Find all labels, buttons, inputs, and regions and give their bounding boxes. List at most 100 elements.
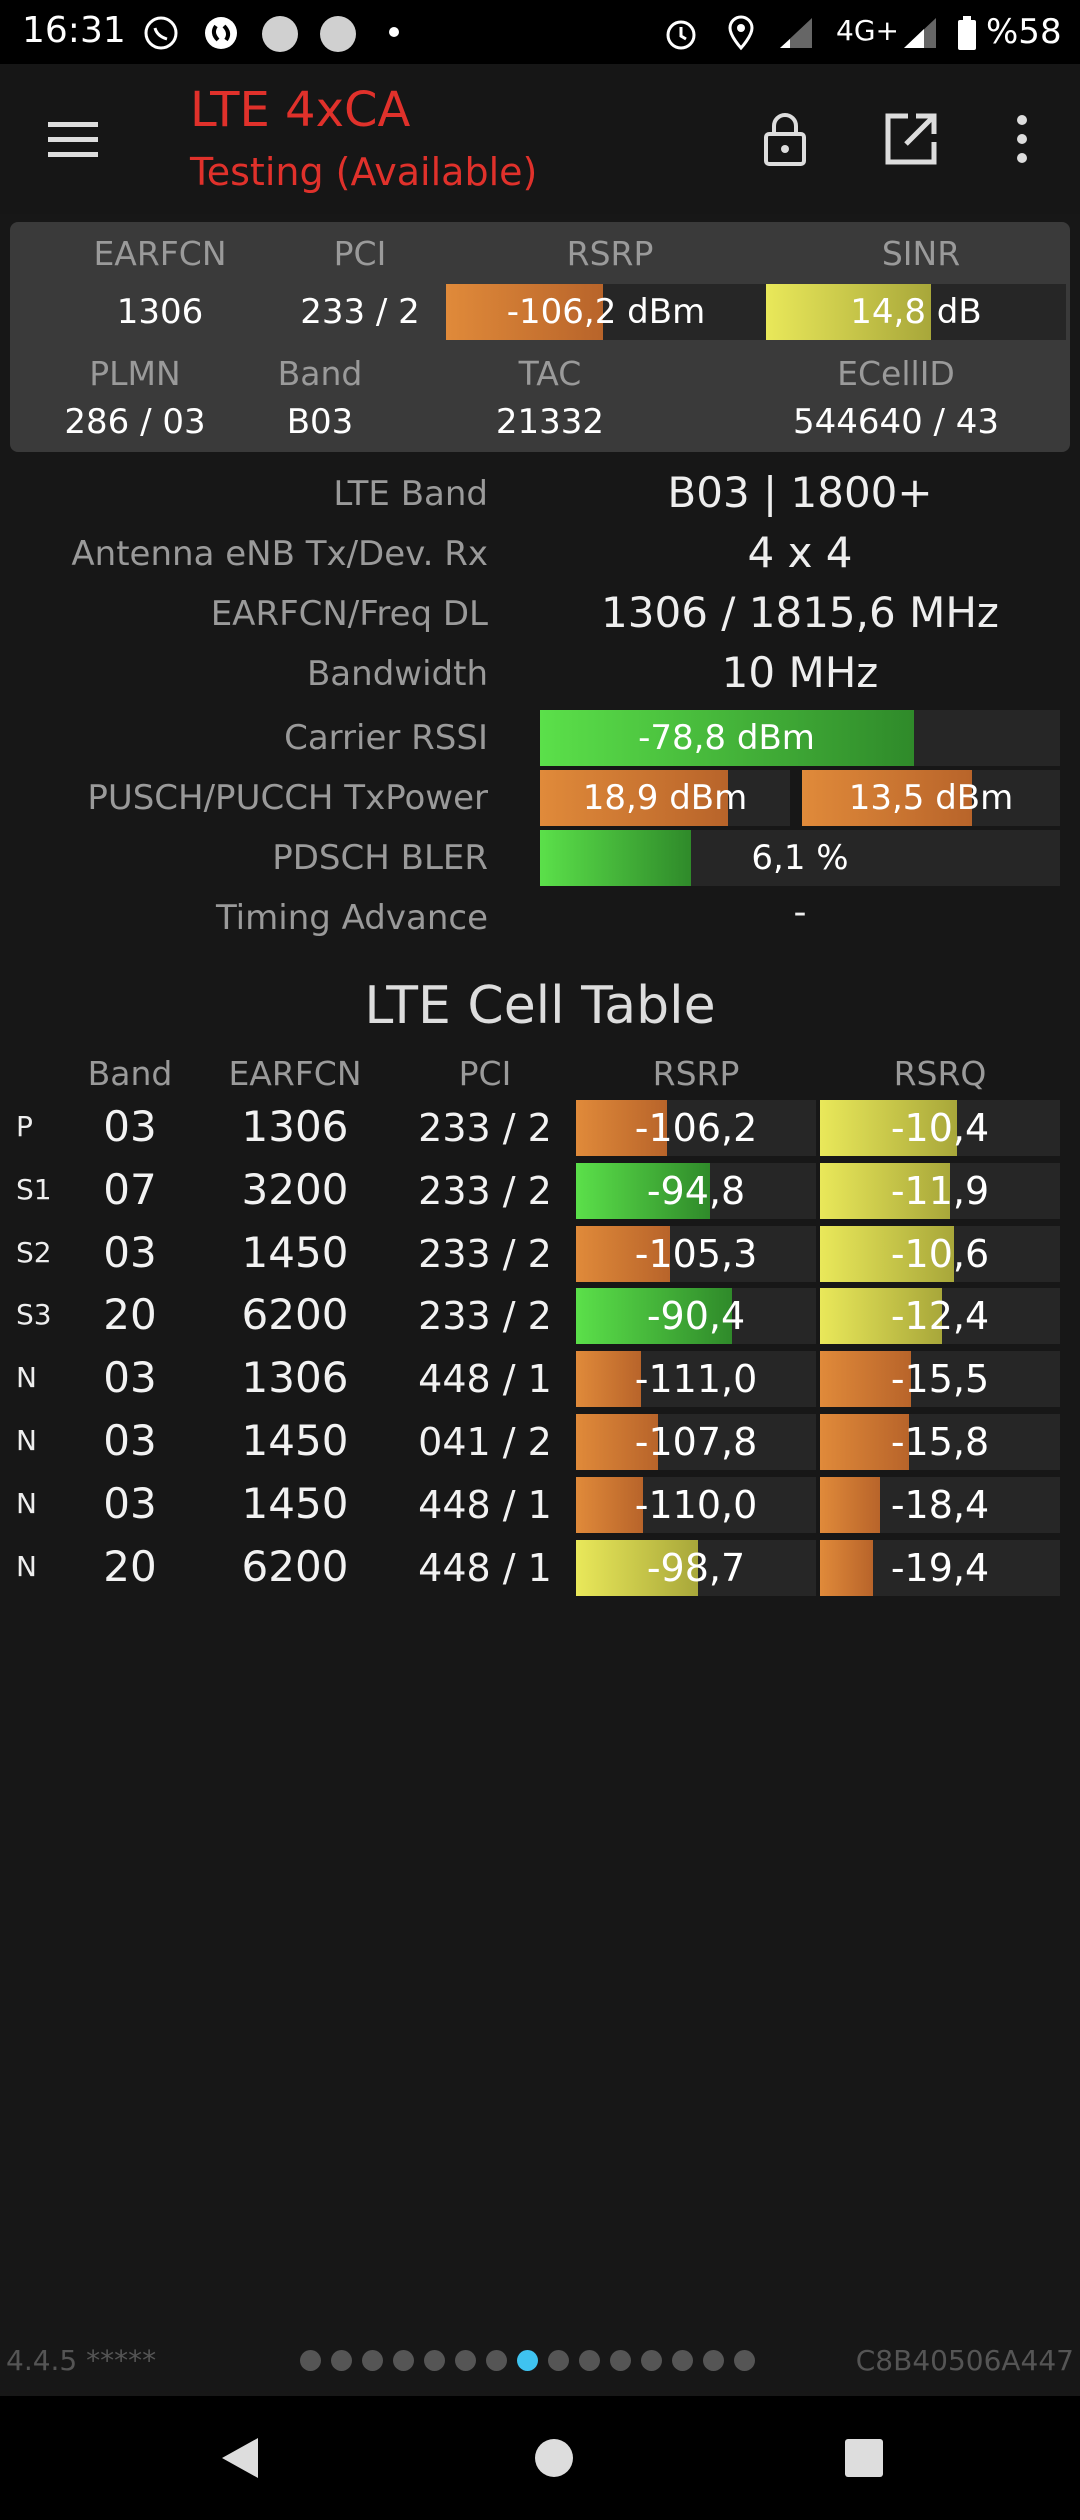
page-dot[interactable] <box>672 2350 693 2371</box>
page-dot[interactable] <box>455 2350 476 2371</box>
table-row: S1 07 3200 233 / 2 -94,8 -11,9 <box>0 1162 1080 1221</box>
rsrp-bar-track: -111,0 <box>576 1351 816 1408</box>
page-dot[interactable] <box>579 2350 600 2371</box>
pucch-bar-fill <box>802 770 973 826</box>
row-pci: 233 / 2 <box>418 1231 552 1276</box>
row-band: 03 <box>103 1353 157 1403</box>
earfcn-freq-label: EARFCN/Freq DL <box>210 594 488 634</box>
row-band: 03 <box>103 1416 157 1465</box>
row-earfcn: 1450 <box>241 1478 349 1528</box>
rsrp-bar-track: -98,7 <box>576 1539 816 1596</box>
lte-band-value: B03 | 1800+ <box>667 468 933 517</box>
rsrq-bar-fill <box>820 1288 943 1345</box>
signal-icon <box>780 18 812 48</box>
more-vert-icon[interactable] <box>1000 108 1044 170</box>
rsrp-bar: -107,8 <box>576 1414 1060 1470</box>
rsrp-value: -98,7 <box>646 1545 746 1590</box>
rsrq-bar: -15,8 <box>820 1414 1060 1470</box>
bler-bar: 6,1 % <box>540 830 1060 886</box>
rsrp-bar-fill <box>576 1100 668 1156</box>
table-row: N 03 1450 041 / 2 -107,8 -15,8 <box>0 1414 1080 1472</box>
row-pci: 233 / 2 <box>418 1168 552 1213</box>
page-dot[interactable] <box>300 2350 321 2371</box>
earfcn-value: 1306 <box>116 292 204 332</box>
rsrp-bar: -106,2 dBm <box>446 284 766 340</box>
page-dot-active[interactable] <box>517 2350 538 2371</box>
page-indicator[interactable] <box>300 2350 755 2371</box>
rsrq-value: -10,4 <box>890 1106 990 1150</box>
rsrp-bar-track: -90,4 <box>576 1288 816 1345</box>
rsrq-bar-fill <box>820 1100 957 1156</box>
rsrq-value: -18,4 <box>890 1482 990 1527</box>
rsrp-bar-fill <box>576 1539 699 1596</box>
page-dot[interactable] <box>703 2350 724 2371</box>
table-row: N 03 1450 448 / 1 -110,0 -18,4 <box>0 1476 1080 1535</box>
page-dot[interactable] <box>362 2350 383 2371</box>
page-dot[interactable] <box>393 2350 414 2371</box>
pusch-bar: 18,9 dBm <box>540 770 790 826</box>
cell-table-title: LTE Cell Table <box>364 976 716 1036</box>
row-band: 20 <box>103 1290 157 1340</box>
table-row: S2 03 1450 233 / 2 -105,3 -10,6 <box>0 1225 1080 1284</box>
plmn-label: PLMN <box>89 354 181 393</box>
col-rsrp-header: RSRP <box>652 1054 740 1093</box>
rsrq-bar-fill <box>820 1351 912 1408</box>
open-external-icon[interactable] <box>880 108 942 170</box>
battery-percent: %58 <box>986 12 1062 52</box>
device-id: C8B40506A447 <box>855 2344 1074 2377</box>
lte-band-label: LTE Band <box>333 474 488 514</box>
back-icon[interactable] <box>214 2432 266 2484</box>
app-subtitle: Testing (Available) <box>190 150 538 194</box>
navigation-bar <box>0 2396 1080 2520</box>
page-dot[interactable] <box>331 2350 352 2371</box>
menu-icon[interactable] <box>46 112 100 166</box>
row-type: P <box>16 1110 33 1143</box>
col-band-header: Band <box>87 1054 173 1093</box>
rsrq-value: -19,4 <box>890 1545 990 1590</box>
tac-value: 21332 <box>495 402 605 442</box>
antenna-label: Antenna eNB Tx/Dev. Rx <box>71 534 488 574</box>
table-row: N 03 1306 448 / 1 -111,0 -15,5 <box>0 1351 1080 1409</box>
earfcn-label: EARFCN <box>93 234 227 273</box>
circle-icon <box>262 16 298 52</box>
rsrq-bar-fill <box>820 1476 880 1533</box>
bandwidth-label: Bandwidth <box>306 654 488 694</box>
page-dot[interactable] <box>734 2350 755 2371</box>
rsrp-value: -106,2 dBm <box>506 292 706 332</box>
rsrp-bar: -90,4 <box>576 1288 1060 1345</box>
page-dot[interactable] <box>548 2350 569 2371</box>
rsrq-bar: -10,6 <box>820 1225 1060 1282</box>
txpower-label: PUSCH/PUCCH TxPower <box>87 778 488 818</box>
row-pci: 448 / 1 <box>418 1357 552 1402</box>
rsrp-bar: -110,0 <box>576 1476 1060 1533</box>
rsrp-bar-fill <box>576 1476 644 1533</box>
page-dot[interactable] <box>424 2350 445 2371</box>
page-dot[interactable] <box>486 2350 507 2371</box>
row-type: S2 <box>16 1235 52 1269</box>
rsrq-bar: -18,4 <box>820 1476 1060 1533</box>
row-type: S3 <box>16 1298 52 1332</box>
ecellid-value: 544640 / 43 <box>792 402 1000 442</box>
network-type: 4G+ <box>836 14 899 47</box>
carrier-rssi-bar: -78,8 dBm <box>540 710 1060 766</box>
rsrp-bar-fill <box>446 284 603 340</box>
rsrp-value: -106,2 <box>634 1106 758 1150</box>
rsrp-bar-track: -106,2 <box>576 1100 816 1156</box>
col-rsrq-header: RSRQ <box>893 1054 987 1093</box>
bler-bar-fill <box>540 830 691 886</box>
carrier-rssi-value: -78,8 dBm <box>638 718 815 758</box>
row-pci: 448 / 1 <box>418 1545 552 1590</box>
recents-icon[interactable] <box>838 2432 890 2484</box>
home-icon[interactable] <box>528 2432 580 2484</box>
page-dot[interactable] <box>641 2350 662 2371</box>
lock-icon[interactable] <box>754 108 816 170</box>
rsrq-value: -15,8 <box>890 1420 990 1464</box>
row-earfcn: 3200 <box>241 1164 349 1214</box>
page-dot[interactable] <box>610 2350 631 2371</box>
rsrq-bar: -19,4 <box>820 1539 1060 1596</box>
rsrq-bar-fill <box>820 1225 955 1282</box>
rsrp-value: -110,0 <box>634 1482 758 1527</box>
rsrp-value: -107,8 <box>634 1420 758 1464</box>
bler-label: PDSCH BLER <box>272 838 488 878</box>
dot-icon <box>389 27 399 37</box>
